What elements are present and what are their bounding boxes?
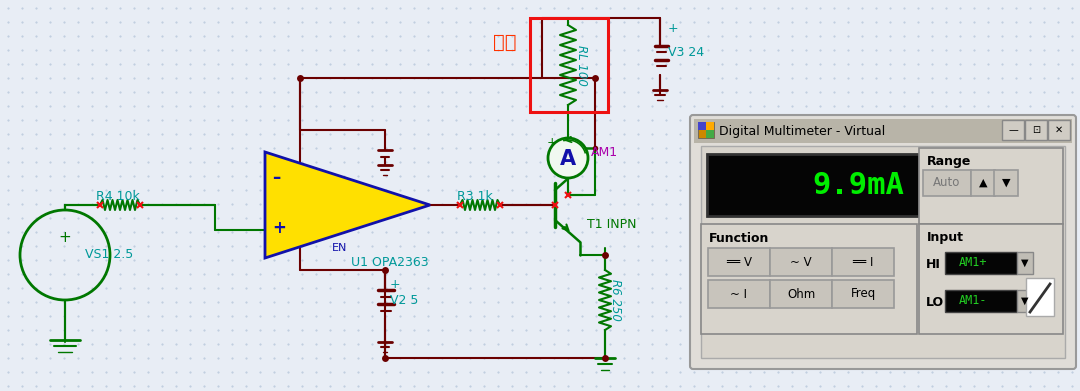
Text: ✕: ✕: [1055, 125, 1063, 135]
Text: ▲: ▲: [978, 178, 987, 188]
Text: ▼: ▼: [1002, 178, 1010, 188]
Bar: [706, 130, 714, 138]
Text: T1 INPN: T1 INPN: [588, 219, 636, 231]
Text: HI: HI: [926, 258, 941, 271]
Bar: [701, 146, 1065, 358]
Text: 9.9mA: 9.9mA: [812, 170, 904, 199]
Text: Range: Range: [927, 156, 971, 169]
FancyBboxPatch shape: [770, 248, 832, 276]
Bar: [945, 252, 1017, 274]
Text: RL 100: RL 100: [576, 45, 589, 86]
Text: R6 250: R6 250: [609, 279, 622, 321]
Text: AM1-: AM1-: [959, 294, 987, 307]
Text: EN: EN: [333, 243, 348, 253]
Bar: [698, 122, 706, 130]
FancyBboxPatch shape: [770, 280, 832, 308]
Text: Digital Multimeter - Virtual: Digital Multimeter - Virtual: [719, 124, 886, 138]
Text: —: —: [1008, 125, 1017, 135]
Text: +: +: [546, 136, 557, 149]
FancyBboxPatch shape: [1002, 120, 1024, 140]
FancyBboxPatch shape: [832, 248, 894, 276]
Text: ▼: ▼: [1022, 296, 1029, 306]
Text: U1 OPA2363: U1 OPA2363: [351, 255, 429, 269]
FancyBboxPatch shape: [1048, 120, 1070, 140]
Text: ⊡: ⊡: [1031, 125, 1040, 135]
Text: VS1 2.5: VS1 2.5: [85, 249, 133, 262]
FancyBboxPatch shape: [690, 115, 1076, 369]
Bar: [1017, 252, 1032, 274]
Text: ══ I: ══ I: [852, 255, 874, 269]
FancyBboxPatch shape: [919, 148, 1063, 224]
Text: +: +: [58, 230, 71, 244]
Text: Auto: Auto: [933, 176, 961, 190]
Text: A: A: [559, 149, 576, 169]
FancyBboxPatch shape: [994, 170, 1018, 196]
Bar: [945, 290, 1017, 312]
Polygon shape: [265, 152, 430, 258]
FancyBboxPatch shape: [971, 170, 995, 196]
FancyBboxPatch shape: [708, 248, 770, 276]
FancyBboxPatch shape: [919, 224, 1063, 334]
Bar: [1017, 290, 1032, 312]
Text: –: –: [272, 169, 280, 187]
Bar: [698, 122, 714, 138]
FancyBboxPatch shape: [832, 280, 894, 308]
Text: 负载: 负载: [494, 32, 516, 52]
Circle shape: [548, 138, 588, 178]
Text: Freq: Freq: [850, 287, 876, 301]
Text: R4 10k: R4 10k: [96, 190, 140, 203]
Text: ~ V: ~ V: [791, 255, 812, 269]
Bar: [694, 119, 1072, 143]
Text: AM1: AM1: [591, 147, 618, 160]
Text: +: +: [272, 219, 286, 237]
Text: +: +: [669, 22, 678, 34]
Text: ▼: ▼: [1022, 258, 1029, 268]
Bar: [707, 154, 919, 216]
Bar: [1026, 278, 1054, 316]
Bar: [706, 122, 714, 130]
Text: Function: Function: [708, 231, 769, 244]
Text: ══ V: ══ V: [726, 255, 752, 269]
FancyBboxPatch shape: [923, 170, 971, 196]
Text: Input: Input: [927, 231, 964, 244]
Text: LO: LO: [926, 296, 944, 308]
Text: ~ I: ~ I: [730, 287, 747, 301]
Bar: [530, 18, 608, 112]
FancyBboxPatch shape: [701, 224, 917, 334]
Text: Ohm: Ohm: [787, 287, 815, 301]
Text: AM1+: AM1+: [959, 256, 987, 269]
FancyBboxPatch shape: [1025, 120, 1047, 140]
Text: +: +: [390, 278, 401, 292]
Text: V3 24: V3 24: [669, 45, 704, 59]
Text: R3 1k: R3 1k: [457, 190, 492, 203]
Text: V2 5: V2 5: [390, 294, 418, 307]
FancyBboxPatch shape: [708, 280, 770, 308]
